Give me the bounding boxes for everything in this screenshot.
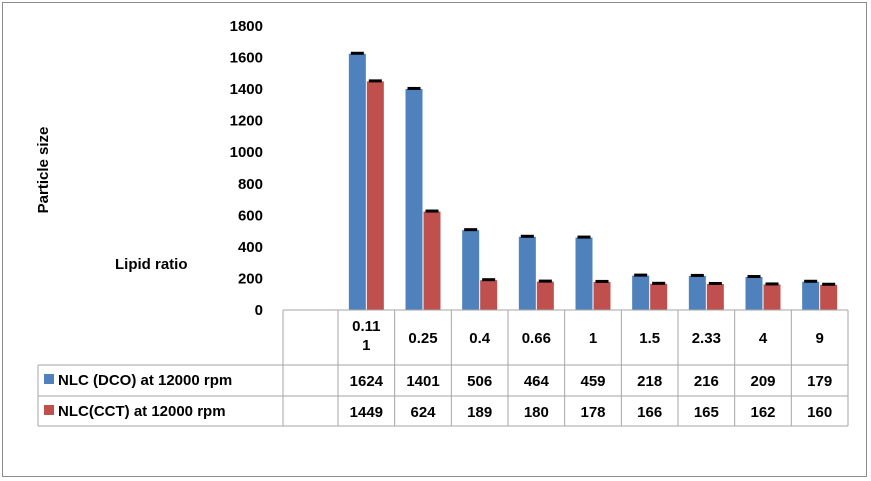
error-bar: [804, 279, 818, 283]
data-table-value: 189: [467, 404, 492, 421]
y-tick-label: 1000: [230, 144, 263, 161]
error-bar: [482, 278, 496, 282]
y-tick-label: 400: [238, 239, 263, 256]
legend-swatch: [44, 374, 54, 384]
bar-series-2: [650, 283, 668, 310]
error-bar: [634, 273, 648, 277]
y-tick-label: 1200: [230, 113, 263, 130]
y-tick-label: 600: [238, 207, 263, 224]
bar-series-2: [593, 281, 611, 310]
error-bar: [577, 235, 591, 239]
bar-series-2: [536, 281, 554, 310]
data-table-value: 160: [807, 404, 832, 421]
data-table-value: 1401: [406, 373, 439, 390]
error-bar: [538, 279, 552, 283]
data-table-value: 506: [467, 373, 492, 390]
bar-series-2: [423, 211, 441, 310]
y-tick-label: 0: [255, 302, 263, 319]
bars-layer: [348, 51, 838, 310]
bar-series-2: [706, 283, 724, 310]
bar-series-2: [480, 280, 498, 310]
bar-series-1: [802, 281, 820, 310]
data-table-value: 624: [410, 404, 436, 421]
data-table-value: 180: [524, 404, 549, 421]
data-table-value: 162: [750, 404, 775, 421]
error-bar: [822, 282, 836, 286]
data-table-value: 459: [580, 373, 605, 390]
bar-series-1: [518, 236, 536, 310]
data-table-value: 165: [694, 404, 719, 421]
data-table-value: 216: [694, 373, 719, 390]
bar-series-1: [575, 237, 593, 310]
y-tick-label: 1600: [230, 50, 263, 67]
data-table-value: 178: [580, 404, 605, 421]
data-table-value: 179: [807, 373, 832, 390]
error-bar: [765, 282, 779, 286]
legend-swatch: [44, 405, 54, 415]
error-bar: [350, 51, 364, 55]
error-bar: [652, 281, 666, 285]
error-bar: [747, 275, 761, 279]
data-table-value: 209: [750, 373, 775, 390]
bar-series-1: [688, 275, 706, 310]
error-bar: [690, 273, 704, 277]
x-tick-label: 0.4: [469, 330, 491, 347]
data-table-value: 166: [637, 404, 662, 421]
x-tick-label: 1.5: [639, 330, 660, 347]
y-axis-title: Particle size: [35, 127, 52, 214]
legend-entry: NLC(CCT) at 12000 rpm: [58, 403, 226, 420]
y-tick-label: 200: [238, 270, 263, 287]
data-table-value: 218: [637, 373, 662, 390]
x-tick-label: 4: [759, 330, 768, 347]
x-tick-label: 0.66: [522, 330, 551, 347]
y-tick-label: 800: [238, 176, 263, 193]
bar-series-1: [348, 53, 366, 310]
x-tick-label: 0.25: [408, 330, 437, 347]
x-tick-label: 9: [815, 330, 823, 347]
error-bar: [520, 234, 534, 238]
bar-series-1: [405, 88, 423, 310]
error-bar: [407, 86, 421, 90]
x-tick-label: 0.11: [352, 318, 380, 335]
error-bar: [595, 279, 609, 283]
axis-layer: 0 200 400 600 800 1000 1200 1400 1600 1800: [230, 18, 263, 319]
bar-series-2: [366, 81, 384, 310]
data-table-value: 1624: [350, 373, 384, 390]
bar-series-2: [820, 284, 838, 310]
error-bar: [368, 79, 382, 83]
x-tick-label: 1: [362, 337, 370, 354]
error-bar: [464, 228, 478, 232]
error-bar: [425, 209, 439, 213]
x-axis-title: Lipid ratio: [115, 256, 188, 273]
data-table-value: 1449: [350, 404, 383, 421]
bar-series-1: [462, 230, 480, 310]
bar-series-1: [632, 275, 650, 310]
y-tick-label: 1800: [230, 18, 263, 35]
x-tick-label: 1: [589, 330, 597, 347]
error-bar: [708, 281, 722, 285]
bar-series-1: [745, 277, 763, 310]
x-tick-label: 2.33: [692, 330, 721, 347]
bar-series-2: [763, 284, 781, 310]
data-table: 0.11 1 0.25 0.4 0.66 1 1.5 2.33 4 9 NLC (DCO) at 1…: [37, 309, 849, 427]
legend-entry: NLC (DCO) at 12000 rpm: [58, 372, 232, 389]
data-table-value: 464: [524, 373, 550, 390]
y-tick-label: 1400: [230, 81, 263, 98]
